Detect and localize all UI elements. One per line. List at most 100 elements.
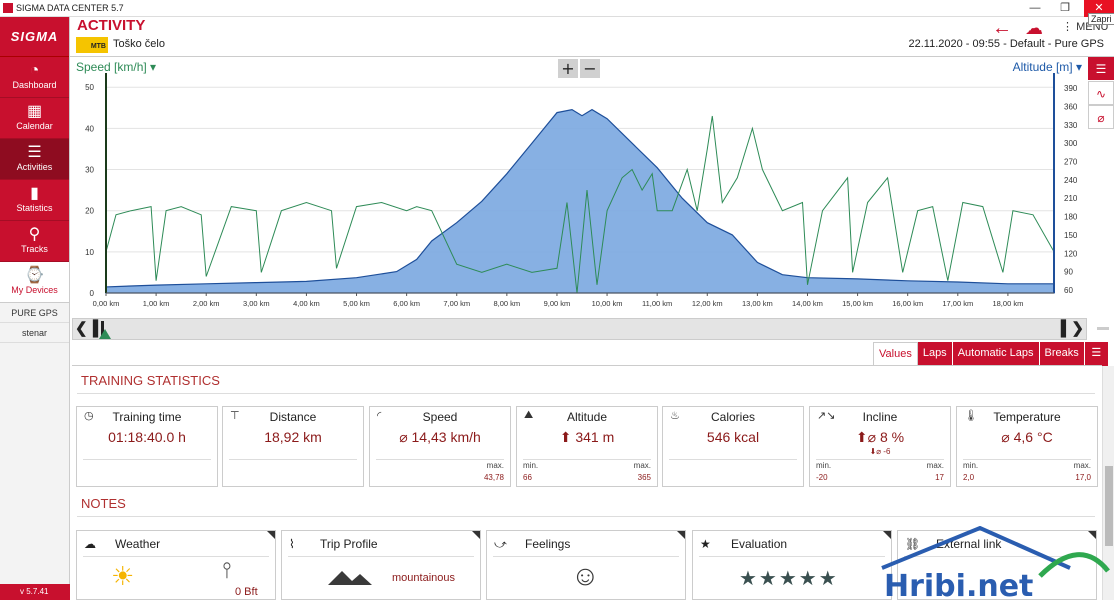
min-value: -20 [816, 473, 828, 482]
nav-label: Tracks [21, 244, 48, 254]
note-label: Evaluation [731, 537, 788, 551]
vertical-scrollbar[interactable] [1102, 366, 1114, 600]
cloud-icon: ☁ [84, 537, 96, 551]
smiley-icon: ☺ [571, 560, 600, 591]
tab-laps[interactable]: Laps [917, 342, 953, 366]
location-pin-icon: ⚲ [28, 226, 41, 243]
curve-view-icon[interactable]: ∿ [1088, 81, 1114, 105]
edit-corner-icon[interactable] [472, 531, 480, 539]
nav-dashboard[interactable]: ◔ Dashboard [0, 57, 69, 98]
min-value: 66 [523, 473, 532, 482]
tab-list-icon[interactable]: ☰ [1084, 342, 1109, 366]
note-evaluation[interactable]: ★ Evaluation ★★★★★ [692, 530, 892, 600]
chart-range-slider[interactable]: ❮▐ ▌❯ [72, 318, 1087, 340]
edit-corner-icon[interactable] [677, 531, 685, 539]
stat-value: ⬆⌀ 8 % [855, 429, 905, 445]
divider [816, 459, 944, 460]
speed-tick-label: 40 [85, 124, 94, 133]
mtb-badge: MTB [76, 37, 108, 53]
zoom-out-icon: − [583, 59, 596, 78]
scroll-thumb[interactable] [1105, 466, 1113, 546]
distance-tick-label: 9,00 km [544, 299, 571, 308]
title-bar: SIGMA DATA CENTER 5.7 — ❐ ✕ [0, 0, 1114, 17]
back-arrow-icon[interactable]: ← [992, 17, 1012, 39]
note-external-link[interactable]: ⛓ External link [897, 530, 1097, 600]
scroll-right-icon[interactable]: ▌❯ [1060, 320, 1084, 337]
nav-label: Calendar [16, 121, 53, 131]
stat-temperature: 🌡 Temperature ⌀ 4,6 °C min. 2,0 max. 17,… [956, 406, 1098, 487]
note-label: Feelings [525, 537, 571, 551]
note-label: External link [936, 537, 1002, 551]
activity-name[interactable]: Toško čelo [113, 38, 165, 50]
altitude-tick-label: 300 [1064, 139, 1078, 148]
position-marker[interactable] [99, 329, 111, 339]
note-weather[interactable]: ☁ Weather ☀ ⫯ 0 Bft [76, 530, 276, 600]
user-name[interactable]: stenar [0, 323, 69, 343]
edit-corner-icon[interactable] [267, 531, 275, 539]
altitude-axis-label: Altitude [m] ▾ [1013, 60, 1082, 74]
stat-label: Training time [112, 410, 182, 424]
list-view-icon[interactable]: ☰ [1088, 57, 1114, 81]
stat-value: 01:18:40.0 h [108, 429, 186, 445]
average-icon[interactable]: ⌀ [1088, 105, 1114, 129]
stat-value: ⌀ 14,43 km/h [399, 429, 481, 445]
altitude-tick-label: 90 [1064, 268, 1073, 277]
distance-tick-label: 12,00 km [692, 299, 723, 308]
tab-automatic-laps[interactable]: Automatic Laps [952, 342, 1040, 366]
divider [288, 556, 474, 557]
clock-icon: ◷ [84, 410, 94, 422]
max-value: 17,0 [1075, 473, 1091, 482]
tab-values[interactable]: Values [873, 342, 918, 366]
nav-statistics[interactable]: ▮ Statistics [0, 180, 69, 221]
sun-icon: ☀ [111, 561, 135, 591]
scroll-left-icon[interactable]: ❮▐ [75, 320, 99, 337]
wind-value: 0 Bft [235, 586, 258, 598]
stat-altitude: ⛰ Altitude ⬆ 341 m min. 66 max. 365 [516, 406, 658, 487]
activity-chart[interactable]: Speed [km/h] ▾ Altitude [m] ▾ + − 0 10 20 30 40 5… [70, 57, 1088, 317]
close-button[interactable]: ✕ [1084, 0, 1114, 17]
note-trip-profile[interactable]: ⌇ Trip Profile mountainous [281, 530, 481, 600]
profile-chart-icon: ⌇ [289, 537, 295, 551]
distance-tick-label: 10,00 km [592, 299, 623, 308]
speed-tick-label: 20 [85, 207, 94, 216]
distance-tick-label: 1,00 km [143, 299, 170, 308]
note-feelings[interactable]: ⤻ Feelings ☺ [486, 530, 686, 600]
stat-value: 18,92 km [264, 429, 322, 445]
signpost-icon: ⊤ [230, 410, 240, 422]
chart-svg[interactable]: Speed [km/h] ▾ Altitude [m] ▾ + − 0 10 20 30 40 5… [70, 57, 1088, 317]
activity-header: ACTIVITY MTB Toško čelo ← ☁ ⋮ MENU 22.11… [70, 17, 1114, 57]
edit-corner-icon[interactable] [1088, 531, 1096, 539]
distance-tick-label: 7,00 km [443, 299, 470, 308]
distance-tick-label: 6,00 km [393, 299, 420, 308]
divider [963, 459, 1091, 460]
distance-tick-label: 2,00 km [193, 299, 220, 308]
nav-calendar[interactable]: ▦ Calendar [0, 98, 69, 139]
stat-label: Altitude [566, 410, 608, 424]
nav-my-devices[interactable]: ⌚ My Devices [0, 262, 69, 303]
stat-value: ⌀ 4,6 °C [1001, 429, 1053, 445]
restore-button[interactable]: ❐ [1060, 2, 1070, 14]
nav-label: Statistics [16, 203, 53, 213]
divider [523, 459, 651, 460]
speed-tick-label: 0 [90, 289, 95, 298]
cloud-upload-icon[interactable]: ☁ [1025, 18, 1043, 38]
note-label: Trip Profile [320, 537, 378, 551]
collapse-handle[interactable] [1097, 327, 1109, 330]
divider [669, 459, 797, 460]
divider [83, 459, 211, 460]
device-name[interactable]: PURE GPS [0, 303, 69, 323]
max-label: max. [633, 461, 651, 470]
altitude-tick-label: 390 [1064, 84, 1078, 93]
minimize-button[interactable]: — [1029, 2, 1041, 14]
edit-corner-icon[interactable] [883, 531, 891, 539]
list-icon: ☰ [27, 144, 42, 161]
nav-activities[interactable]: ☰ Activities [0, 139, 69, 180]
distance-tick-label: 8,00 km [494, 299, 521, 308]
zoom-in-icon: + [561, 59, 574, 78]
nav-tracks[interactable]: ⚲ Tracks [0, 221, 69, 262]
sigma-logo: SIGMA [0, 17, 69, 57]
stat-value: 546 kcal [706, 429, 760, 445]
distance-tick-label: 15,00 km [842, 299, 873, 308]
tab-breaks[interactable]: Breaks [1039, 342, 1085, 366]
divider [229, 459, 357, 460]
